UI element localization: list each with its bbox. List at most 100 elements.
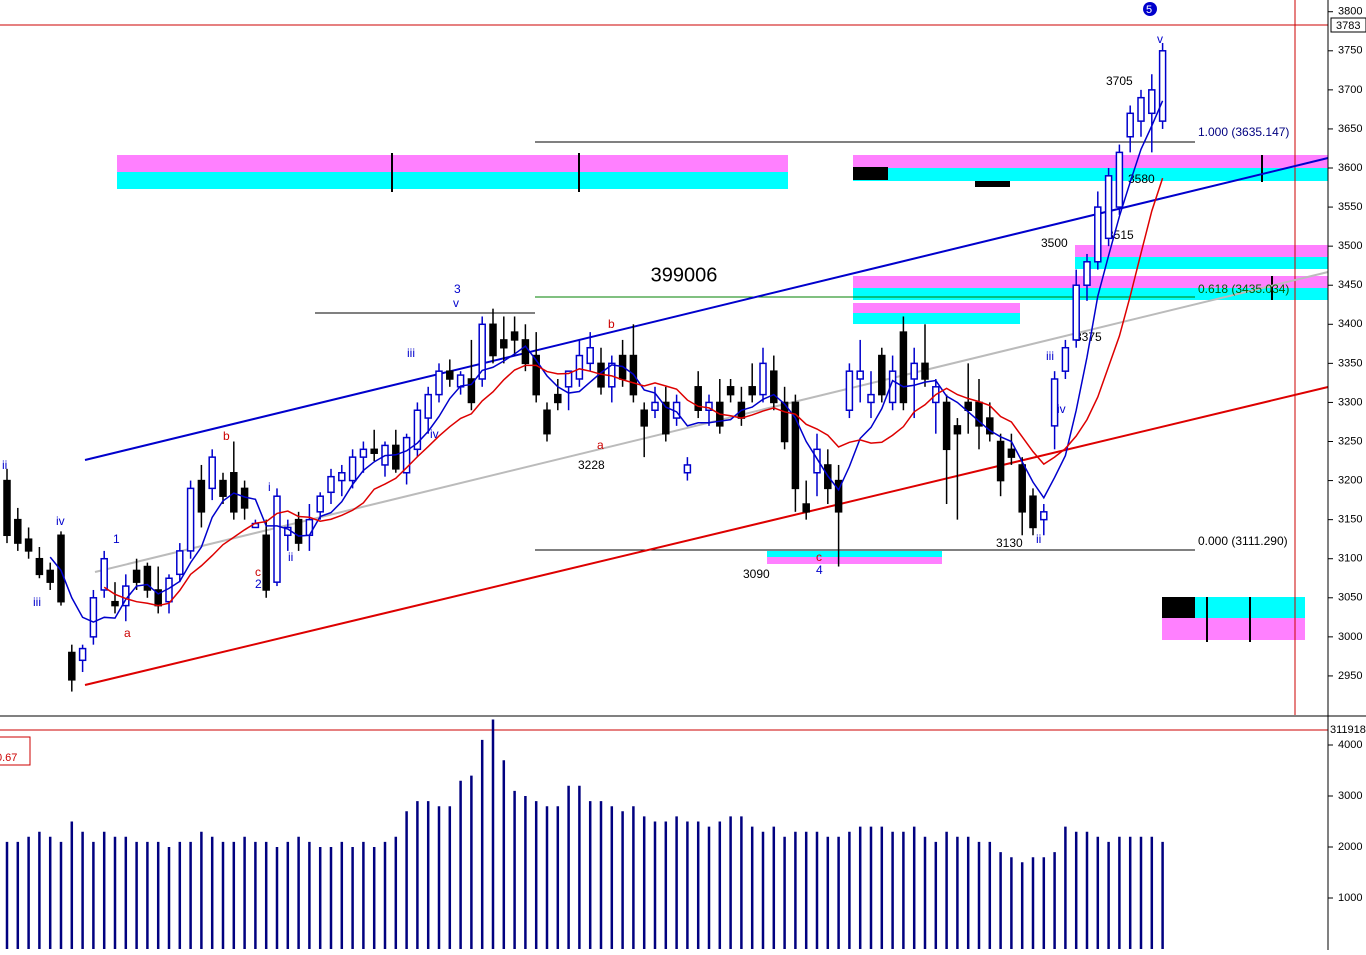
zones	[117, 153, 1328, 642]
candle-body	[3, 479, 11, 537]
candle-body	[262, 534, 270, 591]
candle-body	[132, 569, 141, 583]
candle-body	[1158, 50, 1167, 122]
indicator-readout: 0.67	[0, 752, 17, 764]
candle-body	[57, 534, 65, 603]
wave-label: iii	[407, 346, 415, 360]
wave-marker	[1143, 2, 1157, 16]
candle-body	[1007, 448, 1016, 458]
candle-body	[986, 417, 994, 435]
wave-label: a	[597, 438, 604, 452]
y-tick-label: 3800	[1338, 6, 1362, 18]
candle-body	[338, 472, 346, 482]
candle-body	[68, 651, 76, 681]
annotation: 3130	[996, 536, 1023, 550]
candle-body	[424, 393, 432, 419]
y-tick-label: 3200	[1338, 474, 1362, 486]
y-tick-label: 3100	[1338, 553, 1362, 565]
volume-tick-label: 3000	[1338, 790, 1362, 802]
candle-body	[446, 370, 454, 380]
candle-body	[554, 393, 562, 404]
candle-body	[845, 370, 854, 411]
candle-body	[564, 370, 573, 388]
candle-body	[964, 401, 972, 411]
wave-label: 3	[454, 282, 461, 296]
candle-body	[910, 362, 918, 380]
annotation: 3228	[578, 458, 605, 472]
candle-body	[467, 378, 476, 404]
candle-body	[78, 647, 87, 662]
candle-body	[867, 393, 875, 404]
y-tick-label: 3350	[1338, 357, 1362, 369]
candle-body	[543, 409, 551, 435]
wave-label: iv	[430, 427, 439, 441]
candle-body	[651, 401, 659, 411]
volume-readout: 311918	[1330, 724, 1366, 736]
y-tick-label: 3650	[1338, 123, 1362, 135]
annotation: 3500	[1041, 236, 1068, 250]
candle-body	[759, 362, 767, 396]
candle-body	[705, 401, 713, 411]
candle-body	[575, 354, 584, 380]
y-tick-label: 3600	[1338, 162, 1362, 174]
candle-body	[510, 331, 519, 341]
moving-average	[103, 177, 1164, 607]
candle-body	[1040, 511, 1048, 521]
volume-tick-label: 1000	[1338, 892, 1362, 904]
wave-label: v	[453, 296, 459, 310]
y-tick-label: 3000	[1338, 631, 1362, 643]
candle-body	[694, 386, 702, 411]
wave-label: a	[124, 626, 131, 640]
wave-label: v	[1157, 32, 1163, 46]
candle-body	[100, 557, 108, 591]
candle-body	[899, 331, 908, 404]
y-tick-label: 3400	[1338, 318, 1362, 330]
chart-title: 399006	[651, 264, 718, 286]
wave-label: 1	[113, 532, 120, 546]
wave-label: ii	[288, 550, 293, 564]
y-tick-label: 3700	[1338, 84, 1362, 96]
y-tick-label: 3150	[1338, 514, 1362, 526]
wave-label: iii	[33, 595, 41, 609]
candle-body	[1072, 284, 1080, 341]
candle-body	[348, 456, 357, 482]
candle-body	[942, 401, 951, 451]
wave-label: iv	[56, 514, 65, 528]
wave-label: 4	[816, 563, 823, 577]
wave-label: iii	[1046, 349, 1054, 363]
candle-body	[46, 569, 54, 583]
candle-body	[392, 444, 400, 470]
volume-tick-label: 2000	[1338, 841, 1362, 853]
candle-body	[813, 448, 821, 474]
candle-body	[402, 436, 411, 474]
candle-body	[834, 479, 843, 513]
candle-body	[176, 550, 184, 576]
candle-body	[1061, 346, 1070, 372]
y-tick-label: 3300	[1338, 396, 1362, 408]
candle-body	[294, 518, 303, 544]
candle-body	[1126, 112, 1134, 138]
y-tick-label: 2950	[1338, 670, 1362, 682]
candle-body	[1050, 378, 1059, 427]
y-tick-label: 3500	[1338, 240, 1362, 252]
candle-body	[197, 479, 206, 513]
candle-body	[791, 401, 800, 490]
candle-body	[500, 339, 508, 349]
wave-label: 5	[1146, 4, 1152, 16]
candle-body	[111, 600, 119, 607]
candle-body	[532, 354, 540, 396]
y-tick-label: 3450	[1338, 279, 1362, 291]
candle-body	[208, 456, 216, 490]
candle-body	[186, 487, 195, 552]
candle-body	[996, 440, 1005, 482]
candle-body	[953, 425, 962, 435]
last-price: 3783	[1336, 20, 1360, 32]
candle-body	[1137, 96, 1145, 122]
candle-body	[1018, 464, 1026, 513]
wave-label: i	[268, 480, 271, 494]
moving-average	[49, 100, 1164, 623]
wave-label: ii	[2, 458, 7, 472]
candle-body	[327, 475, 335, 494]
annotations: 399006 3705 3580 3515 3500 3375 3228 309…	[2, 4, 1289, 640]
